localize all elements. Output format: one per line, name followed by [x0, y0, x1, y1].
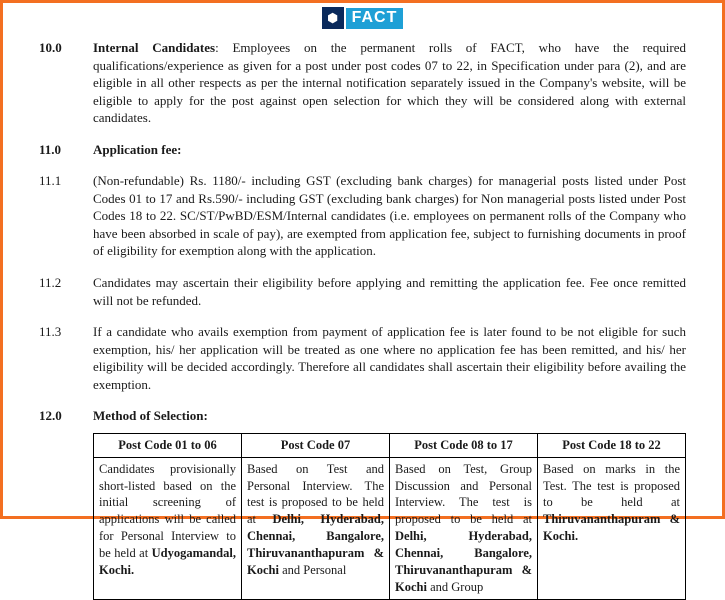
table-cell: Based on Test and Personal Interview. Th…	[242, 457, 390, 599]
table-header-row: Post Code 01 to 06 Post Code 07 Post Cod…	[94, 433, 686, 457]
section-text: Candidates may ascertain their eligibili…	[93, 274, 686, 309]
section-text: If a candidate who avails exemption from…	[93, 323, 686, 393]
cell-text: Based on marks in the Test. The test is …	[543, 462, 680, 510]
logo-mark-icon: ⬢	[322, 7, 344, 29]
section-number: 11.1	[39, 172, 93, 260]
section-text: (Non-refundable) Rs. 1180/- including GS…	[93, 172, 686, 260]
section-11-2: 11.2 Candidates may ascertain their elig…	[39, 274, 686, 309]
section-title: Method of Selection:	[93, 407, 686, 425]
table-header: Post Code 18 to 22	[538, 433, 686, 457]
cell-text: and Group	[427, 580, 483, 594]
cell-text: and Personal	[279, 563, 346, 577]
section-12-heading: 12.0 Method of Selection:	[39, 407, 686, 425]
table-header: Post Code 07	[242, 433, 390, 457]
section-11-1: 11.1 (Non-refundable) Rs. 1180/- includi…	[39, 172, 686, 260]
section-number: 10.0	[39, 39, 93, 127]
section-10: 10.0 Internal Candidates: Employees on t…	[39, 39, 686, 127]
page-header: ⬢ FACT	[3, 3, 722, 31]
section-number: 11.2	[39, 274, 93, 309]
logo-text: FACT	[346, 8, 404, 29]
document-body: 10.0 Internal Candidates: Employees on t…	[3, 31, 722, 600]
table-header: Post Code 01 to 06	[94, 433, 242, 457]
selection-table-wrap: Post Code 01 to 06 Post Code 07 Post Cod…	[39, 433, 686, 600]
section-number: 11.0	[39, 141, 93, 159]
table-header: Post Code 08 to 17	[390, 433, 538, 457]
section-title: Application fee:	[93, 141, 686, 159]
section-11-3: 11.3 If a candidate who avails exemption…	[39, 323, 686, 393]
table-cell: Based on Test, Group Discussion and Pers…	[390, 457, 538, 599]
table-row: Candidates provisionally short-listed ba…	[94, 457, 686, 599]
section-lead: Internal Candidates	[93, 40, 215, 55]
cell-text: Based on Test, Group Discussion and Pers…	[395, 462, 532, 527]
cell-bold: Thiruvananthapuram & Kochi.	[543, 512, 680, 543]
selection-table: Post Code 01 to 06 Post Code 07 Post Cod…	[93, 433, 686, 600]
table-cell: Candidates provisionally short-listed ba…	[94, 457, 242, 599]
logo: ⬢ FACT	[322, 7, 404, 29]
section-text: Internal Candidates: Employees on the pe…	[93, 39, 686, 127]
section-number: 11.3	[39, 323, 93, 393]
table-cell: Based on marks in the Test. The test is …	[538, 457, 686, 599]
section-11-heading: 11.0 Application fee:	[39, 141, 686, 159]
section-number: 12.0	[39, 407, 93, 425]
